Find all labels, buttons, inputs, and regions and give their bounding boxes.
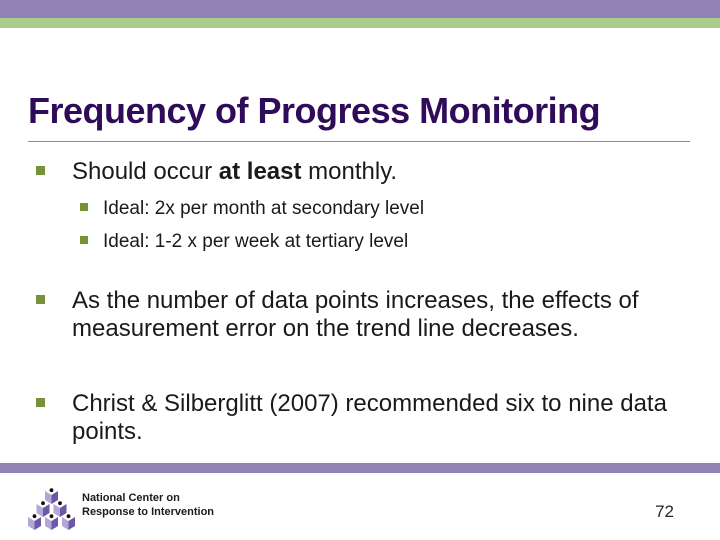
bullet-text-prefix: Should occur xyxy=(72,158,219,185)
footer-org-name: National Center on Response to Intervent… xyxy=(82,491,214,519)
footer-org-line2: Response to Intervention xyxy=(82,506,215,518)
bullet-text-suffix: monthly. xyxy=(301,158,398,185)
top-purple-bar xyxy=(0,0,720,18)
footer-purple-bar xyxy=(0,463,720,473)
bullet-text: As the number of data points increases, … xyxy=(72,287,639,342)
footer-org-line1: National Center on xyxy=(82,492,180,504)
top-green-bar xyxy=(0,18,720,28)
bullet-square-icon xyxy=(36,398,45,407)
bullet-square-icon xyxy=(36,295,45,304)
page-number: 72 xyxy=(655,502,674,521)
bullet-text: Christ & Silberglitt (2007) recommended … xyxy=(72,390,667,445)
title-underline xyxy=(28,141,690,142)
bullet-text: Should occur at least monthly. xyxy=(72,158,397,186)
bullet-text-bold: at least xyxy=(218,158,302,185)
bullet-square-icon xyxy=(80,236,88,244)
sub-bullet-text: Ideal: 2x per month at secondary level xyxy=(103,198,425,219)
ncrti-logo-icon xyxy=(28,488,75,530)
bullet-square-icon xyxy=(80,203,88,211)
page-title: Frequency of Progress Monitoring xyxy=(28,90,601,131)
sub-bullet-text: Ideal: 1-2 x per week at tertiary level xyxy=(103,231,409,252)
bullet-square-icon xyxy=(36,166,45,175)
